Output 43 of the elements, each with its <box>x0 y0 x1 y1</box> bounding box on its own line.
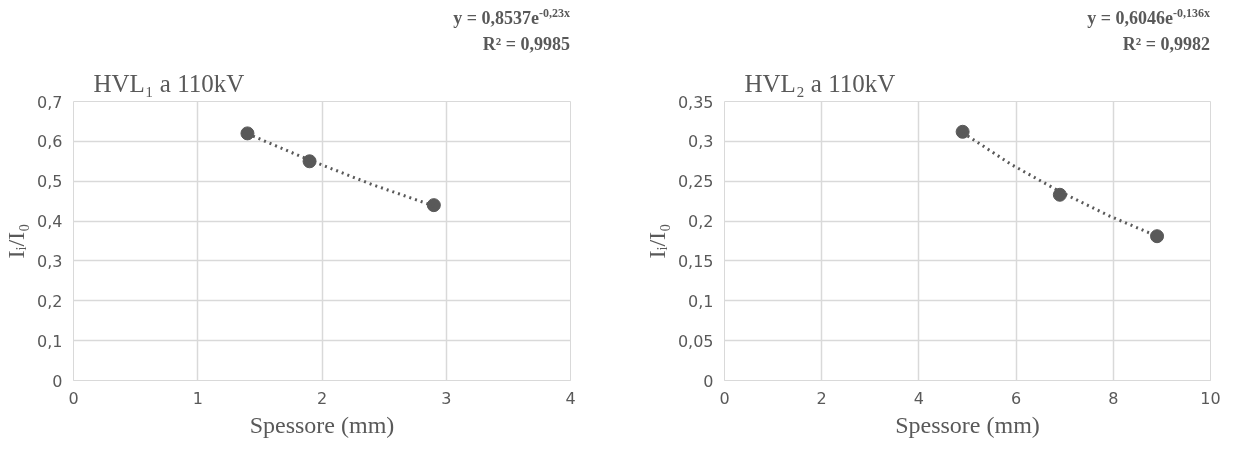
y-tick-label: 0,2 <box>37 291 63 311</box>
text: y = 0,6046e$^{-0,136x}$ <box>1087 5 1210 30</box>
y-tick-label: 0,1 <box>37 331 63 351</box>
y-tick-label: 0,15 <box>677 251 714 271</box>
x-tick-label: 0 <box>719 388 730 408</box>
y-axis-title: Iᵢ/I₀ <box>3 223 30 259</box>
point <box>1150 229 1165 244</box>
x-tick-label: 8 <box>1108 388 1119 408</box>
y-tick-label: 0,3 <box>688 132 714 152</box>
y-tick-label: 0 <box>703 371 714 391</box>
point <box>240 126 255 141</box>
x-tick-label: 2 <box>816 388 827 408</box>
y-tick-label: 0,6 <box>37 132 63 152</box>
y-tick-label: 0,4 <box>37 212 63 232</box>
y-axis-title: Iᵢ/I₀ <box>643 223 670 259</box>
x-tick-label: 2 <box>316 388 328 408</box>
x-tick-label: 10 <box>1200 388 1221 408</box>
y-tick-label: 0,1 <box>688 291 714 311</box>
x-tick-label: 4 <box>565 388 576 408</box>
point <box>302 154 317 169</box>
x-tick-label: 6 <box>1011 388 1022 408</box>
y-tick-label: 0,3 <box>37 251 63 271</box>
text: y = 0,8537e$^{-0,23x}$ <box>453 5 570 30</box>
y-tick-label: 0,25 <box>677 172 714 192</box>
point <box>1052 187 1067 202</box>
x-tick-label: 1 <box>192 388 203 408</box>
y-tick-label: 0,2 <box>688 212 714 232</box>
x-tick-label: 0 <box>68 388 79 408</box>
y-tick-label: 0,5 <box>37 172 63 192</box>
y-tick-label: 0,35 <box>677 92 714 112</box>
x-tick-label: 3 <box>441 388 452 408</box>
point <box>426 198 441 213</box>
text: R² = 0,9982 <box>1121 32 1210 56</box>
y-tick-label: 0 <box>52 371 63 391</box>
x-tick-label: 4 <box>913 388 924 408</box>
point <box>955 124 970 139</box>
x-axis-title: Spessore (mm) <box>249 411 395 438</box>
chart-title: HVL₂ a 110kV <box>744 69 896 97</box>
y-tick-label: 0,05 <box>677 331 714 351</box>
chart-title: HVL₁ a 110kV <box>93 69 245 97</box>
text: R² = 0,9985 <box>481 32 570 56</box>
y-tick-label: 0,7 <box>37 92 63 112</box>
x-axis-title: Spessore (mm) <box>895 411 1040 438</box>
